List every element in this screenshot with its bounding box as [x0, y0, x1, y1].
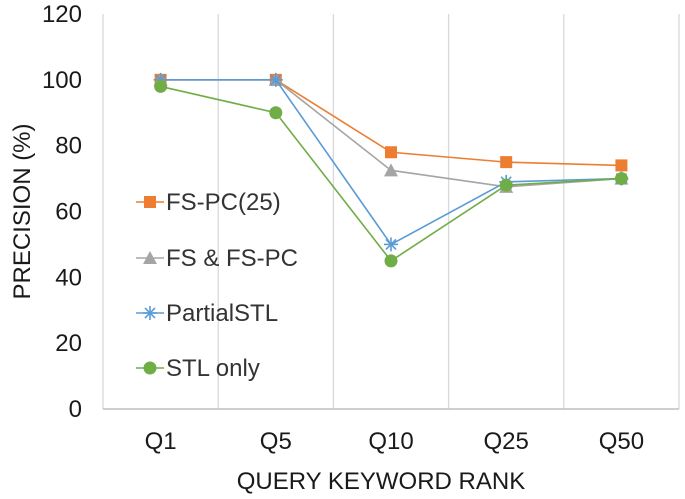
y-tick-100: 100	[42, 67, 82, 94]
series-layer	[153, 72, 629, 268]
x-tick-q50: Q50	[599, 428, 644, 455]
y-tick-120: 120	[42, 1, 82, 28]
point-partialstl-q10	[384, 237, 398, 252]
series-fs-fs-pc	[153, 72, 629, 193]
point-fs-pc-25-q10	[385, 146, 397, 159]
series-partialstl	[153, 72, 629, 252]
legend-marker-fs-pc-25	[144, 196, 156, 208]
point-stl-only-q5	[269, 106, 283, 120]
series-line-partialstl	[160, 79, 622, 246]
legend-item-stl-only: STL only	[136, 355, 260, 382]
legend-item-fs-pc-25: FS-PC(25)	[136, 189, 281, 216]
point-stl-only-q25	[499, 178, 513, 192]
legend-label-fs-pc-25: FS-PC(25)	[166, 189, 281, 216]
point-partialstl-q5	[268, 72, 283, 87]
legend-item-fs-fs-pc: FS & FS-PC	[136, 245, 298, 272]
point-fs-pc-25-q50	[615, 159, 628, 172]
x-tick-q25: Q25	[484, 428, 529, 455]
y-tick-0: 0	[69, 396, 82, 423]
y-tick-20: 20	[55, 330, 82, 357]
y-axis-tick-labels: 0 20 40 60 80 100 120	[42, 1, 82, 423]
x-axis-title: QUERY KEYWORD RANK	[237, 468, 526, 495]
y-tick-40: 40	[55, 264, 82, 291]
point-fs-pc-25-q25	[500, 156, 513, 169]
x-axis-tick-labels: Q1 Q5 Q10 Q25 Q50	[145, 428, 644, 455]
legend: FS-PC(25) FS & FS-PC PartialSTL STL only	[136, 189, 298, 382]
legend-marker-partialstl	[143, 306, 157, 320]
y-axis-title: PRECISION (%)	[9, 123, 36, 299]
x-tick-q10: Q10	[368, 428, 413, 455]
series-stl-only	[154, 79, 628, 268]
point-stl-only-q10	[384, 254, 398, 268]
legend-item-partialstl: PartialSTL	[136, 300, 278, 327]
y-tick-80: 80	[55, 133, 82, 160]
legend-label-fs-fs-pc: FS & FS-PC	[166, 245, 298, 272]
legend-marker-fs-fs-pc	[143, 251, 157, 264]
point-stl-only-q1	[154, 79, 168, 93]
legend-label-partialstl: PartialSTL	[166, 300, 278, 327]
x-tick-q5: Q5	[260, 428, 292, 455]
point-fs-fs-pc-q10	[384, 163, 398, 177]
legend-marker-stl-only	[143, 361, 157, 375]
series-fs-pc-25	[154, 73, 628, 172]
point-stl-only-q50	[614, 172, 628, 186]
y-tick-60: 60	[55, 199, 82, 226]
legend-label-stl-only: STL only	[166, 355, 260, 382]
x-tick-q1: Q1	[145, 428, 177, 455]
